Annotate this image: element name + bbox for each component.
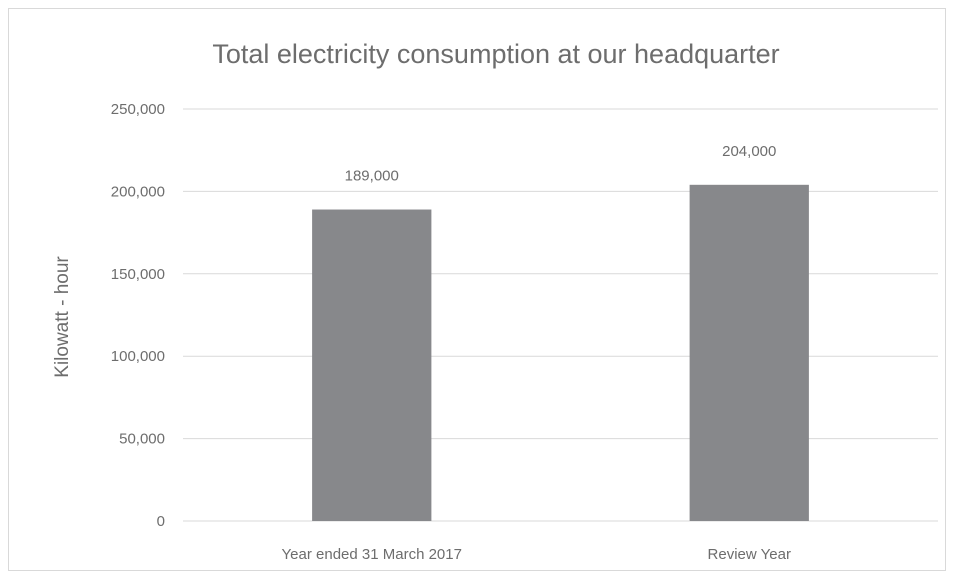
data-labels: 189,000 204,000 — [345, 143, 777, 185]
y-tick-label: 150,000 — [111, 266, 165, 283]
y-axis-ticks: 0 50,000 100,000 150,000 200,000 250,000 — [111, 101, 165, 530]
y-tick-label: 50,000 — [119, 431, 165, 448]
y-tick-label: 100,000 — [111, 348, 165, 365]
x-category-label: Review Year — [708, 546, 791, 563]
bar-value-label: 189,000 — [345, 168, 399, 185]
bars — [312, 184, 809, 522]
gridlines — [183, 108, 938, 522]
x-axis-categories: Year ended 31 March 2017 Review Year — [282, 546, 791, 563]
y-axis-label: Kilowatt - hour — [52, 256, 73, 378]
x-category-label: Year ended 31 March 2017 — [282, 546, 462, 563]
y-tick-label: 0 — [157, 513, 165, 530]
bar-value-label: 204,000 — [722, 143, 776, 160]
bar — [689, 184, 809, 522]
y-tick-label: 250,000 — [111, 101, 165, 118]
y-tick-label: 200,000 — [111, 183, 165, 200]
chart-title: Total electricity consumption at our hea… — [212, 39, 779, 69]
bar — [312, 209, 432, 521]
